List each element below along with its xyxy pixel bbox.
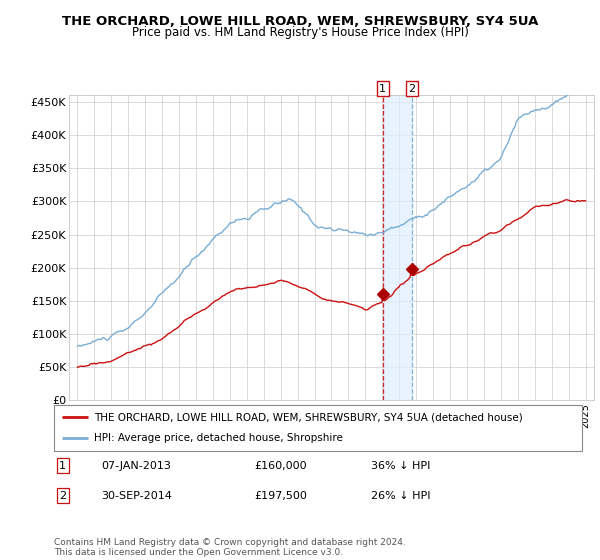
Text: 26% ↓ HPI: 26% ↓ HPI [371,491,430,501]
Text: 36% ↓ HPI: 36% ↓ HPI [371,461,430,471]
Text: THE ORCHARD, LOWE HILL ROAD, WEM, SHREWSBURY, SY4 5UA (detached house): THE ORCHARD, LOWE HILL ROAD, WEM, SHREWS… [94,412,523,422]
Text: 30-SEP-2014: 30-SEP-2014 [101,491,172,501]
Text: 2: 2 [59,491,67,501]
Text: £197,500: £197,500 [254,491,308,501]
Text: HPI: Average price, detached house, Shropshire: HPI: Average price, detached house, Shro… [94,433,343,444]
Text: THE ORCHARD, LOWE HILL ROAD, WEM, SHREWSBURY, SY4 5UA: THE ORCHARD, LOWE HILL ROAD, WEM, SHREWS… [62,15,538,28]
Bar [383,95,412,400]
Text: Contains HM Land Registry data © Crown copyright and database right 2024.
This d: Contains HM Land Registry data © Crown c… [54,538,406,557]
Text: 2: 2 [409,83,416,94]
Text: Price paid vs. HM Land Registry's House Price Index (HPI): Price paid vs. HM Land Registry's House … [131,26,469,39]
FancyBboxPatch shape [54,405,582,451]
Text: 1: 1 [379,83,386,94]
Text: 07-JAN-2013: 07-JAN-2013 [101,461,172,471]
Text: 1: 1 [59,461,66,471]
Text: £160,000: £160,000 [254,461,307,471]
